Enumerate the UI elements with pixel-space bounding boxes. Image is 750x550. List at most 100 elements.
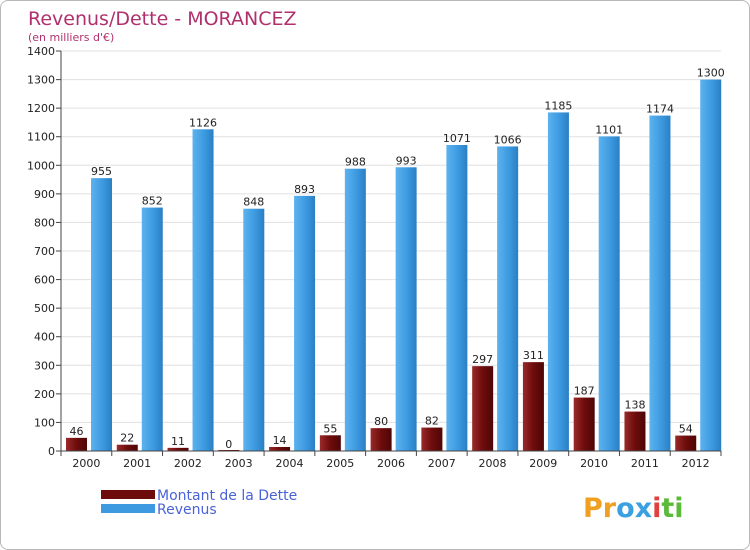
data-label-debt: 46 [70,425,84,438]
y-tick-label: 800 [34,216,55,229]
x-tick-label: 2012 [682,457,710,470]
bar-revenue [344,168,366,451]
y-tick-label: 700 [34,245,55,258]
bar-revenue [91,178,112,451]
bar-revenue [649,115,671,452]
data-labels: 46 955 22 852 11 1126 0 848 14 893 55 988 80 993 82 107… [70,67,725,451]
bar-debt [573,397,595,451]
data-label-debt: 82 [425,415,439,428]
logo-letter: i [674,493,683,524]
data-label-debt: 311 [523,349,544,362]
data-label-debt: 187 [574,385,595,398]
proxiti-logo: Proxiti [583,493,684,524]
data-label-revenue: 955 [91,165,112,178]
y-tick-label: 1100 [27,131,55,144]
y-tick-label: 600 [34,274,55,287]
bar-revenue [192,129,214,452]
y-axis-ticks: 0 100 200 300 400 500 600 700 800 900 1000 1100 1200… [27,45,61,458]
bar-revenue [243,208,265,451]
legend-swatch-debt [101,490,155,499]
data-label-revenue: 1174 [646,103,674,116]
bar-revenue [446,145,468,451]
legend: Montant de la Dette Revenus [101,488,297,518]
data-label-debt: 80 [374,415,388,428]
x-tick-label: 2005 [326,457,354,470]
data-label-revenue: 848 [243,196,264,209]
bar-debt [624,411,646,451]
data-label-revenue: 1066 [494,133,522,146]
data-label-debt: 54 [679,423,693,436]
x-tick-label: 2006 [377,457,405,470]
data-label-debt: 55 [323,422,337,435]
bar-debt [167,447,189,451]
y-tick-label: 0 [48,445,55,458]
logo-letter: P [583,493,603,524]
logo-letter: o [616,493,635,524]
bar-debt [370,428,392,451]
legend-label-debt: Montant de la Dette [157,488,297,504]
bar-revenue [395,167,417,452]
bar-debt [675,435,697,451]
x-tick-label: 2002 [174,457,202,470]
x-tick-label: 2001 [123,457,151,470]
data-label-debt: 138 [624,399,645,412]
bar-revenue [294,195,316,451]
y-tick-label: 1400 [27,45,55,58]
y-tick-label: 1300 [27,74,55,87]
bar-debt [472,366,494,451]
y-tick-label: 1000 [27,159,55,172]
data-label-revenue: 852 [142,195,163,208]
logo-letter: x [635,493,652,524]
legend-swatch-revenue [101,504,155,513]
legend-label-revenue: Revenus [157,502,217,518]
bar-revenue [700,79,722,452]
logo-letter: r [603,493,617,524]
data-label-revenue: 1071 [443,132,471,145]
bar-debt [319,435,341,451]
bar-debt [269,447,291,451]
data-label-revenue: 1185 [544,99,572,112]
bar-revenue [547,112,569,451]
x-tick-label: 2009 [529,457,557,470]
bar-debt [116,444,138,451]
data-label-debt: 297 [472,353,493,366]
data-label-revenue: 1101 [595,123,623,136]
bars [66,79,722,452]
logo-letter: t [661,493,674,524]
gridlines [61,50,721,423]
x-tick-label: 2010 [580,457,608,470]
x-tick-label: 2004 [275,457,303,470]
y-tick-label: 100 [34,416,55,429]
bar-debt [421,427,443,451]
logo-letter: i [652,493,661,524]
data-label-revenue: 993 [396,154,417,167]
bar-debt [66,437,87,451]
y-tick-label: 500 [34,302,55,315]
x-tick-label: 2011 [631,457,659,470]
x-tick-label: 2003 [225,457,253,470]
bar-revenue [598,136,620,451]
y-tick-label: 200 [34,388,55,401]
y-tick-label: 900 [34,188,55,201]
x-tick-label: 2007 [428,457,456,470]
data-label-revenue: 893 [294,183,315,196]
data-label-debt: 22 [120,432,134,445]
data-label-revenue: 988 [345,156,366,169]
x-axis-ticks: 2000 2001 2002 2003 2004 2005 2006 2007 2008 2009… [60,451,722,470]
y-tick-label: 300 [34,359,55,372]
y-tick-label: 1200 [27,102,55,115]
chart-subtitle: (en milliers d'€) [28,31,114,44]
data-label-debt: 11 [171,435,185,448]
data-label-revenue: 1300 [697,67,725,80]
x-tick-label: 2000 [72,457,100,470]
data-label-revenue: 1126 [189,116,217,129]
data-label-debt: 14 [273,434,287,447]
bar-debt [522,362,544,451]
bar-revenue [497,146,519,451]
data-label-debt: 0 [225,438,232,451]
bar-revenue [141,207,163,451]
chart-title: Revenus/Dette - MORANCEZ [28,8,296,30]
x-tick-label: 2008 [479,457,507,470]
